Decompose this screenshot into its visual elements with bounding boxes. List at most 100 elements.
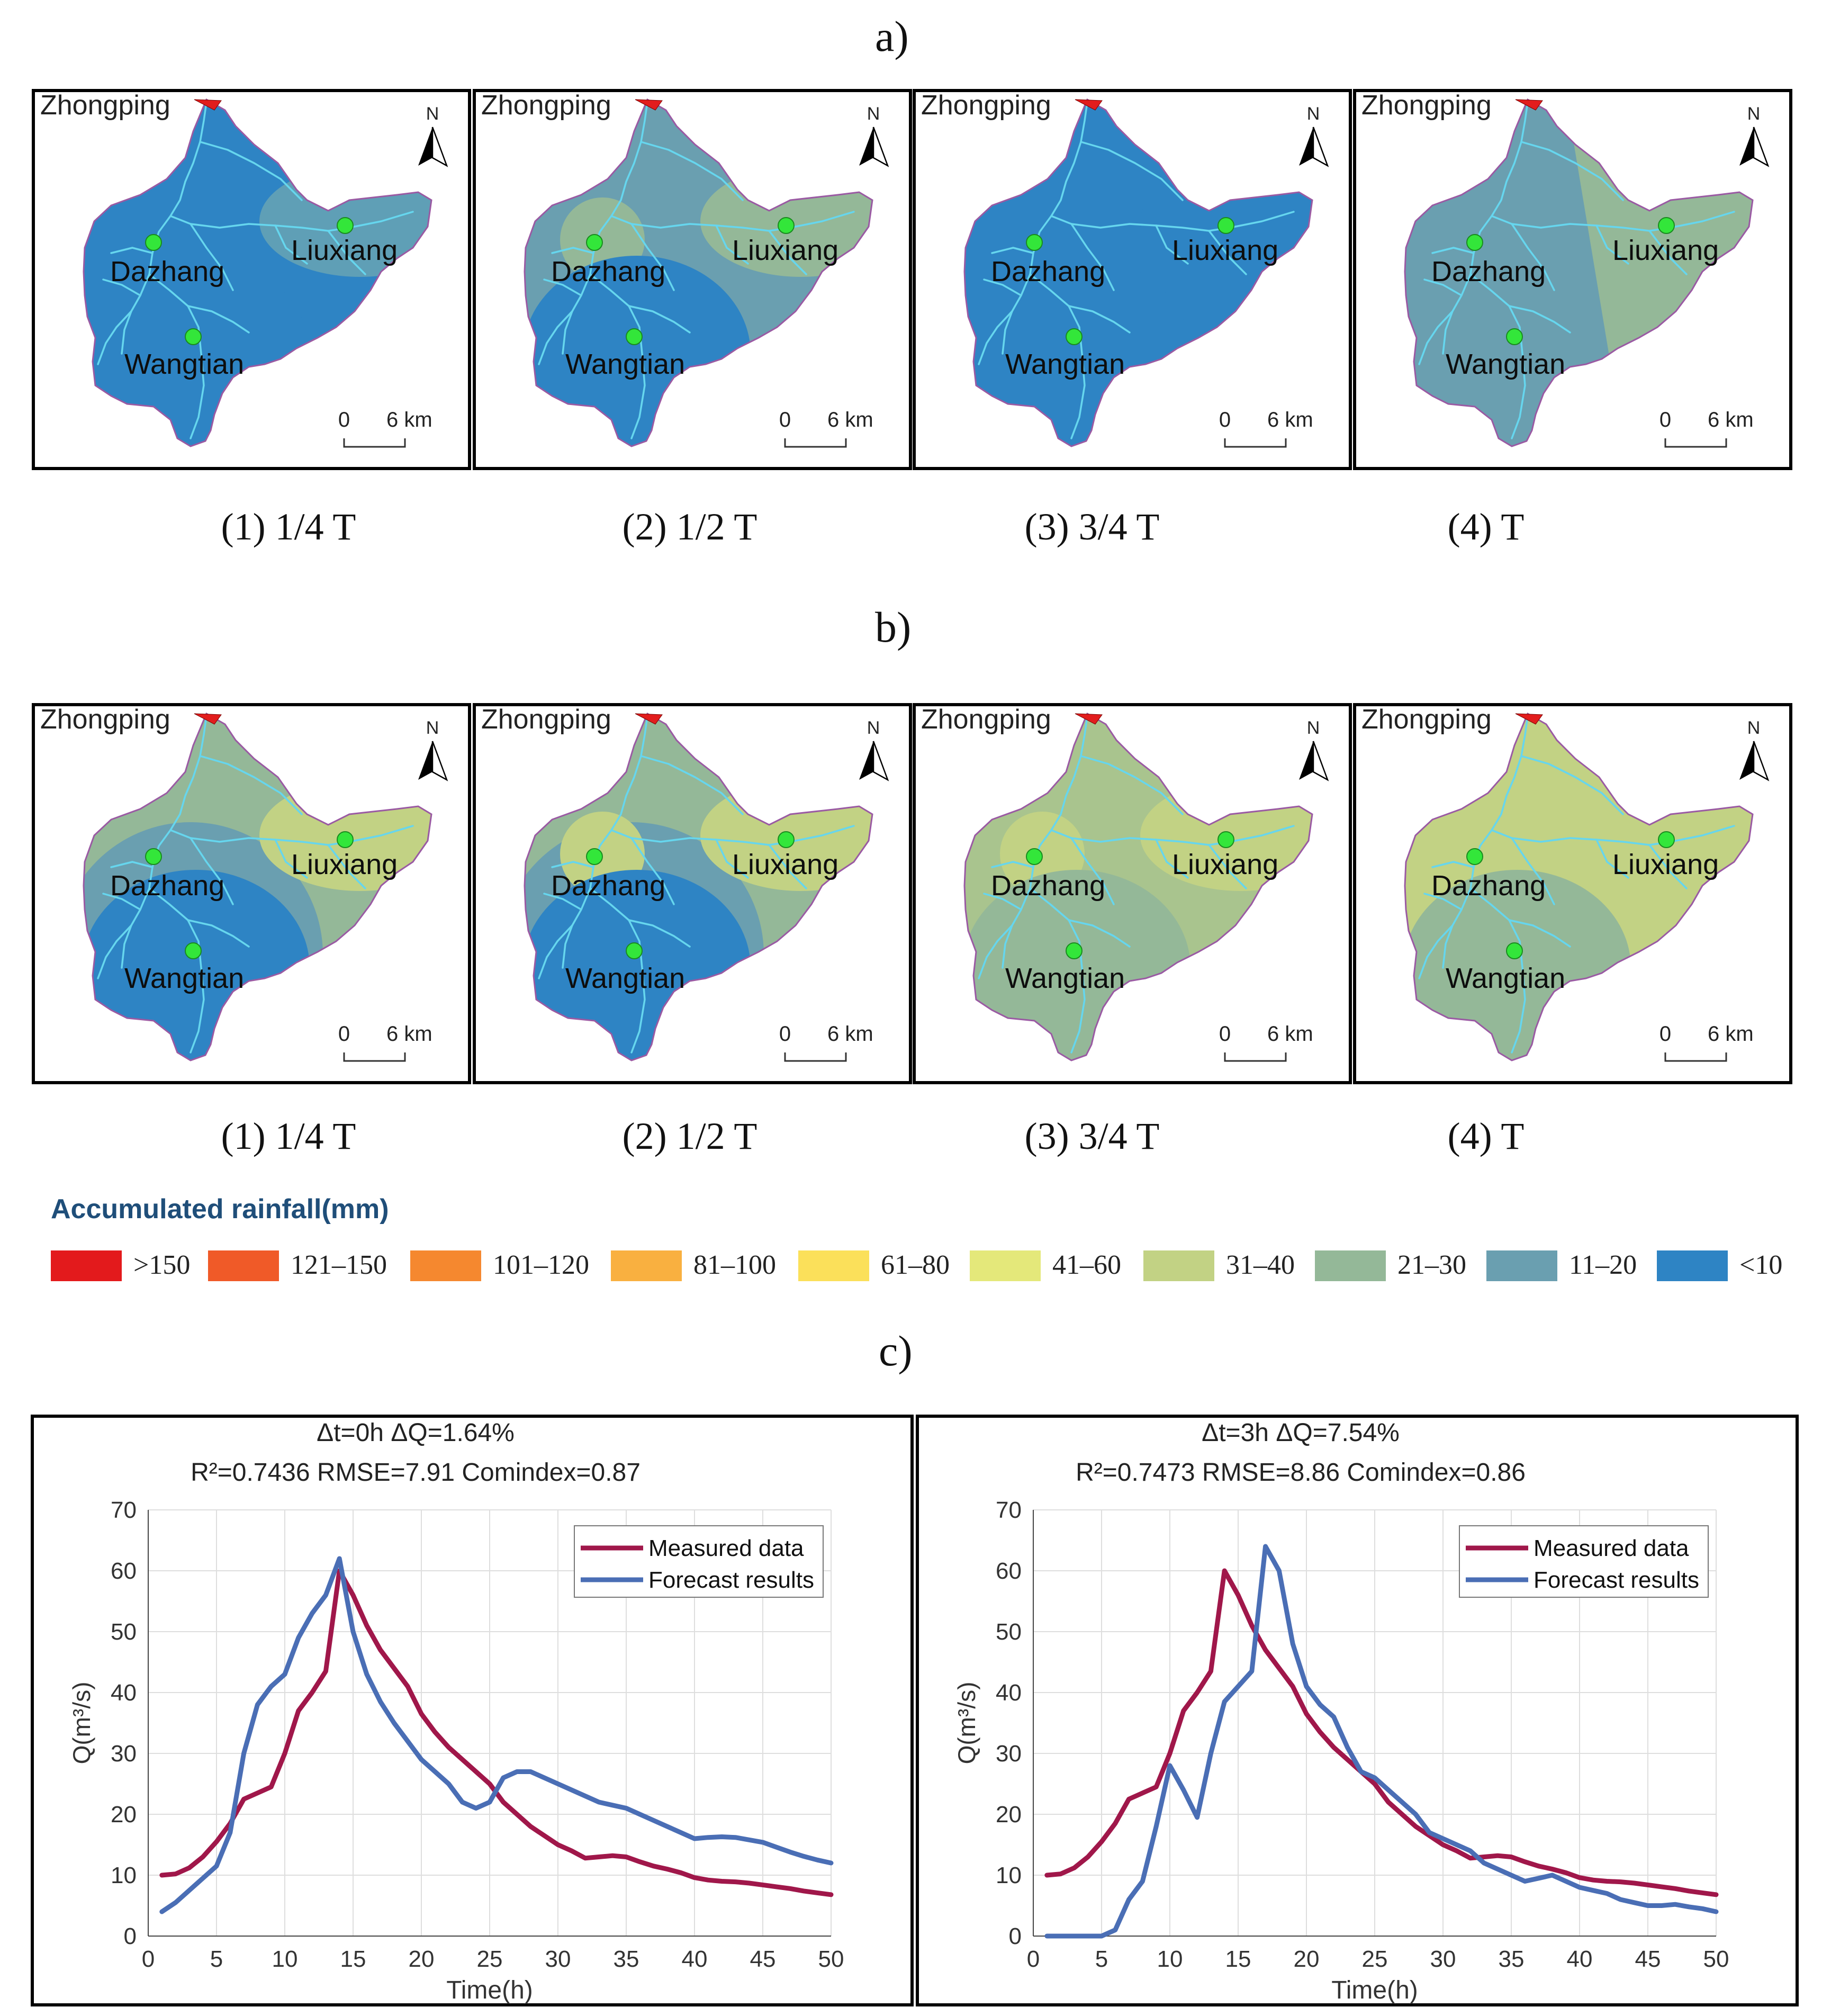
scale-bar: 0 6 km bbox=[1219, 408, 1313, 448]
river-10 bbox=[1508, 919, 1571, 948]
x-tick-label: 40 bbox=[1567, 1946, 1593, 1972]
scale-bar: 0 6 km bbox=[338, 1022, 432, 1062]
river-9 bbox=[110, 861, 154, 868]
station-label-liuxiang: Liuxiang bbox=[1612, 849, 1719, 880]
river-network bbox=[97, 101, 414, 439]
river-7 bbox=[102, 893, 141, 911]
river-3 bbox=[327, 230, 366, 275]
scale-line bbox=[784, 438, 847, 448]
north-arrow-icon bbox=[1299, 741, 1313, 780]
north-label: N bbox=[1747, 104, 1761, 124]
panel-frame bbox=[473, 89, 912, 470]
panel-frame bbox=[913, 703, 1352, 1084]
river-1 bbox=[610, 211, 855, 232]
station-dot-liuxiang bbox=[337, 217, 354, 234]
river-2 bbox=[630, 837, 675, 905]
station-label-dazhang: Dazhang bbox=[551, 870, 665, 902]
station-dot-wangtian bbox=[626, 942, 643, 959]
river-5 bbox=[1080, 755, 1184, 815]
x-tick-label: 0 bbox=[142, 1946, 155, 1972]
y-tick-label: 30 bbox=[111, 1741, 137, 1767]
north-label: N bbox=[1307, 718, 1320, 738]
scale-distance: 6 km bbox=[1708, 1022, 1754, 1046]
outlet-label: Zhongping bbox=[1361, 704, 1492, 735]
river-7 bbox=[983, 278, 1022, 296]
legend-label: 61–80 bbox=[881, 1250, 950, 1280]
station-dot-liuxiang bbox=[1658, 217, 1675, 234]
station-dot-wangtian bbox=[1506, 942, 1523, 959]
panel-b2-label: (2) 1/2 T bbox=[622, 1115, 757, 1157]
outlet-marker bbox=[635, 713, 663, 725]
station-dot-wangtian bbox=[1066, 942, 1083, 959]
north-label: N bbox=[867, 104, 880, 124]
river-3 bbox=[1208, 844, 1247, 889]
scale-line bbox=[784, 1052, 847, 1062]
north-arrow-icon bbox=[1739, 741, 1754, 780]
y-tick-label: 20 bbox=[996, 1802, 1022, 1828]
station-label-dazhang: Dazhang bbox=[991, 870, 1105, 902]
y-tick-label: 30 bbox=[996, 1741, 1022, 1767]
scale-distance: 6 km bbox=[1708, 408, 1754, 431]
north-label: N bbox=[426, 104, 439, 124]
river-10 bbox=[1508, 305, 1571, 334]
scale-bar: 0 6 km bbox=[1659, 1022, 1754, 1062]
north-arrow-icon bbox=[859, 127, 873, 166]
legend-swatch bbox=[1143, 1250, 1214, 1281]
outlet-label: Zhongping bbox=[921, 90, 1051, 121]
scale-zero: 0 bbox=[1659, 1022, 1671, 1046]
river-8 bbox=[978, 924, 1013, 979]
river-4 bbox=[715, 224, 749, 265]
chart-legend: Measured data Forecast results bbox=[1459, 1525, 1709, 1598]
basin-boundary bbox=[524, 712, 873, 1061]
outlet-marker bbox=[635, 99, 663, 111]
scale-bar: 0 6 km bbox=[1219, 1022, 1313, 1062]
outlet-label: Zhongping bbox=[1361, 90, 1492, 121]
river-8 bbox=[1418, 310, 1454, 365]
river-8 bbox=[538, 924, 573, 979]
river-1 bbox=[1491, 211, 1735, 232]
section-c-label: c) bbox=[879, 1327, 913, 1375]
river-0 bbox=[121, 715, 208, 969]
x-tick-label: 30 bbox=[1430, 1946, 1456, 1972]
y-tick-label: 60 bbox=[111, 1558, 137, 1584]
y-tick-label: 70 bbox=[996, 1497, 1022, 1523]
river-2 bbox=[1511, 223, 1555, 291]
river-2 bbox=[1511, 837, 1555, 905]
river-9 bbox=[1431, 247, 1475, 254]
legend-swatch bbox=[611, 1250, 682, 1281]
x-tick-label: 0 bbox=[1027, 1946, 1040, 1972]
river-network bbox=[538, 715, 855, 1054]
scale-zero: 0 bbox=[1219, 408, 1231, 431]
outlet-marker bbox=[1075, 99, 1103, 111]
river-8 bbox=[97, 310, 132, 365]
legend-label: 41–60 bbox=[1052, 1250, 1121, 1280]
river-9 bbox=[991, 247, 1034, 254]
north-arrow-half bbox=[1753, 127, 1770, 167]
station-dot-dazhang bbox=[586, 848, 603, 865]
chart-frame bbox=[31, 1415, 914, 2006]
x-tick-label: 10 bbox=[272, 1946, 298, 1972]
y-tick-label: 0 bbox=[1009, 1923, 1022, 1949]
legend-label: <10 bbox=[1739, 1250, 1783, 1280]
scale-bar: 0 6 km bbox=[1659, 408, 1754, 448]
station-label-dazhang: Dazhang bbox=[991, 256, 1105, 287]
y-tick-label: 40 bbox=[996, 1680, 1022, 1706]
panel-frame bbox=[1353, 89, 1792, 470]
river-4 bbox=[274, 224, 308, 265]
scale-distance: 6 km bbox=[386, 408, 432, 431]
station-label-wangtian: Wangtian bbox=[124, 962, 244, 994]
scale-bar: 0 6 km bbox=[779, 408, 873, 448]
outlet-label: Zhongping bbox=[481, 704, 611, 735]
river-1 bbox=[610, 825, 855, 846]
series-line-measured bbox=[1044, 1568, 1719, 1897]
station-label-dazhang: Dazhang bbox=[110, 870, 224, 902]
river-5 bbox=[1080, 141, 1184, 201]
outlet-marker bbox=[1515, 99, 1543, 111]
river-2 bbox=[1070, 223, 1115, 291]
north-arrow-icon bbox=[418, 741, 432, 780]
station-dot-liuxiang bbox=[778, 831, 795, 848]
x-tick-label: 45 bbox=[750, 1946, 776, 1972]
x-tick-label: 15 bbox=[1225, 1946, 1251, 1972]
river-9 bbox=[551, 861, 594, 868]
legend-swatch bbox=[970, 1250, 1041, 1281]
